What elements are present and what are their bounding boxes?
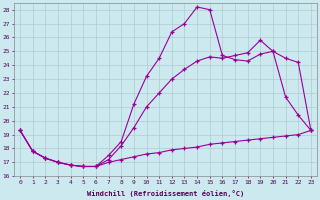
X-axis label: Windchill (Refroidissement éolien,°C): Windchill (Refroidissement éolien,°C)	[87, 190, 244, 197]
